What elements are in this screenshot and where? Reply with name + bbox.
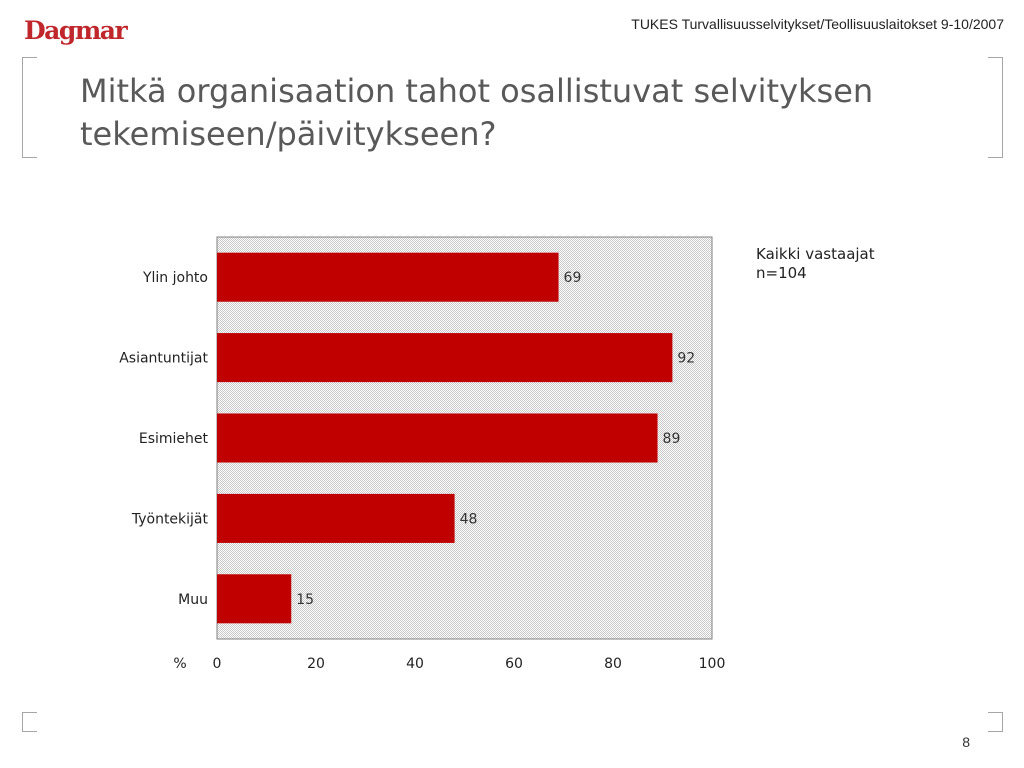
sample-note: Kaikki vastaajat n=104 (756, 245, 875, 283)
value-label-tyontekijat: 48 (460, 511, 478, 527)
category-label-asiantuntijat: Asiantuntijat (119, 351, 208, 367)
value-label-muu: 15 (296, 592, 314, 608)
x-tick-label-0: 0 (213, 656, 222, 672)
value-label-asiantuntijat: 92 (677, 351, 695, 367)
value-label-ylin-johto: 69 (564, 270, 582, 286)
x-tick-label-20: 20 (307, 656, 325, 672)
x-axis-label: % (173, 656, 186, 672)
x-tick-label-80: 80 (604, 656, 622, 672)
bar-esimiehet (217, 413, 658, 463)
bar-ylin-johto (217, 252, 559, 302)
report-meta: TUKES Turvallisuusselvitykset/Teollisuus… (631, 16, 1004, 32)
page-number: 8 (962, 734, 970, 750)
value-label-esimiehet: 89 (663, 431, 681, 447)
x-tick-label-100: 100 (699, 656, 726, 672)
frame-bracket-bottom-right (988, 712, 1003, 732)
dagmar-logo: Dagmar (24, 16, 128, 45)
bar-asiantuntijat (217, 333, 673, 383)
x-tick-label-60: 60 (505, 656, 523, 672)
frame-bracket-bottom-left (22, 712, 37, 732)
frame-bracket-top-right (988, 57, 1003, 158)
category-label-esimiehet: Esimiehet (139, 431, 209, 447)
category-label-muu: Muu (178, 592, 208, 608)
category-label-ylin-johto: Ylin johto (142, 270, 208, 286)
frame-bracket-top-left (22, 57, 37, 158)
category-label-tyontekijat: Työntekijät (131, 511, 209, 527)
x-tick-label-40: 40 (406, 656, 424, 672)
page-title: Mitkä organisaation tahot osallistuvat s… (80, 72, 874, 153)
respondent-group: Kaikki vastaajat (756, 245, 875, 263)
bar-muu (217, 574, 292, 624)
sample-size: n=104 (756, 264, 807, 282)
bar-tyontekijat (217, 493, 455, 543)
